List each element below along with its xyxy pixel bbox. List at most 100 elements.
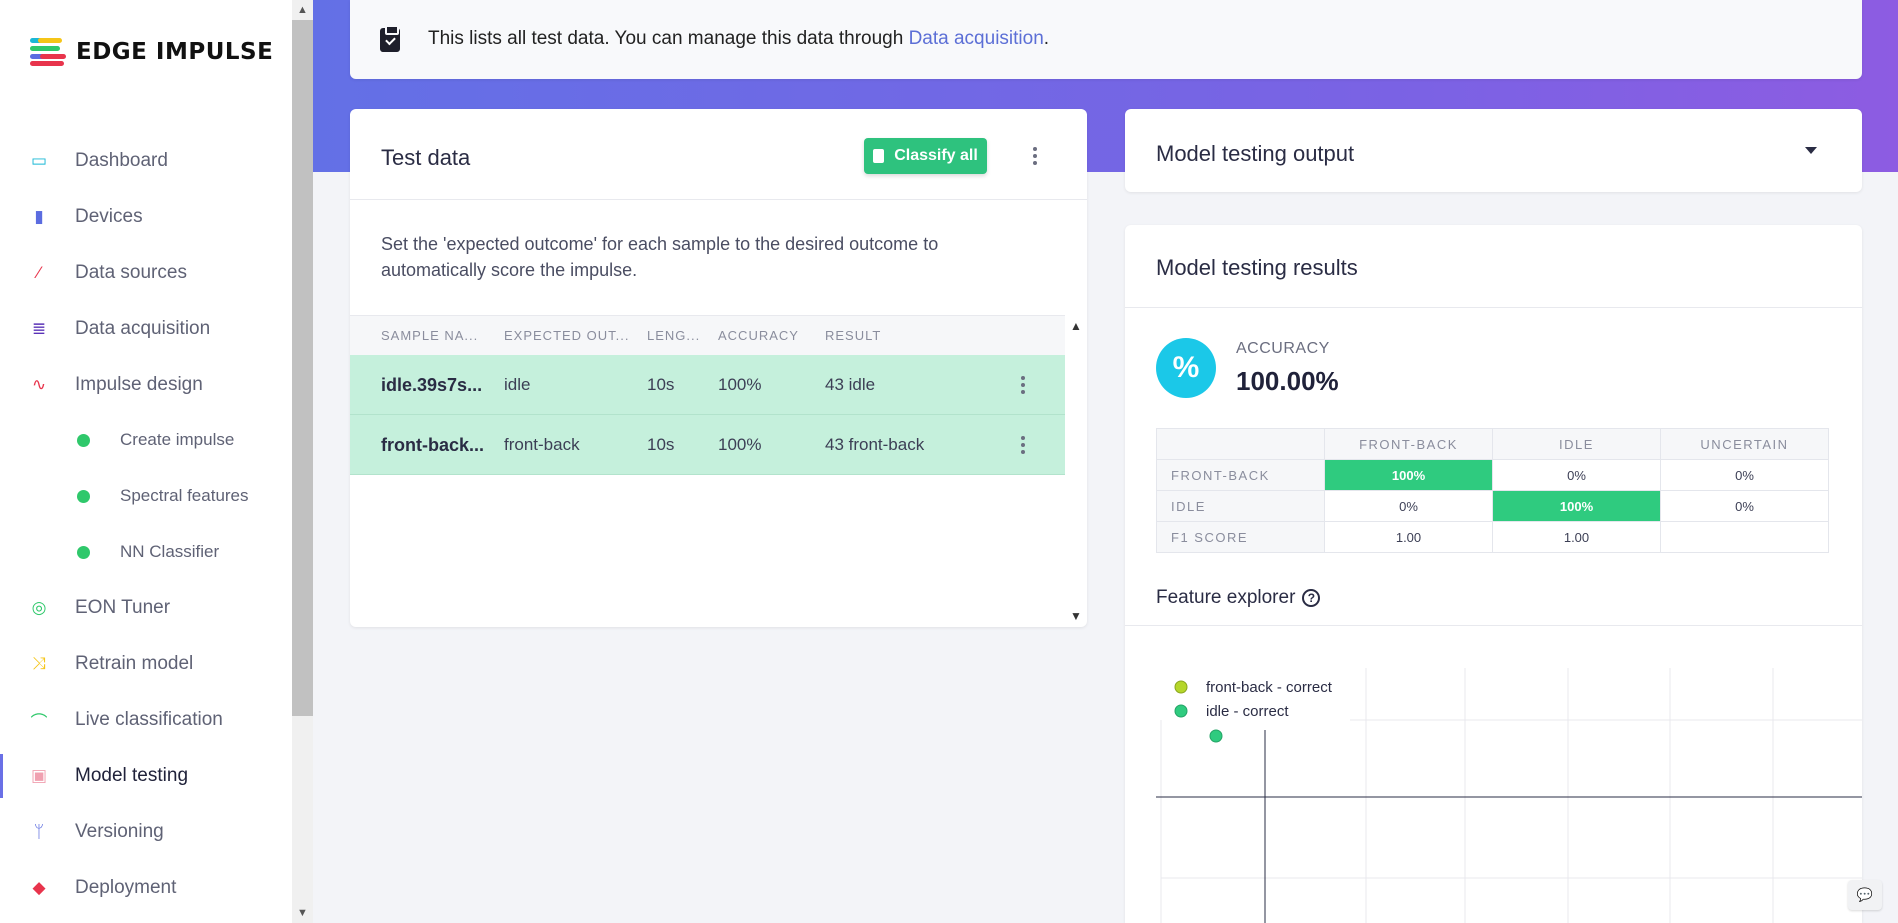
sidebar-item-live-classification[interactable]: ⌒ Live classification	[0, 698, 292, 742]
matrix-cell: 0%	[1324, 490, 1493, 522]
row-menu-icon[interactable]	[1015, 435, 1031, 455]
sidebar: EDGE IMPULSE ▭ Dashboard ▮ Devices ⁄ Data sou…	[0, 0, 292, 923]
banner-text: This lists all test data. You can manage…	[428, 28, 1049, 50]
sidebar-item-deployment[interactable]: ◆ Deployment	[0, 866, 292, 910]
sidebar-item-label: Devices	[75, 206, 143, 227]
matrix-cell: 100%	[1492, 490, 1661, 522]
matrix-corner	[1156, 428, 1325, 460]
sidebar-item-versioning[interactable]: ᛘ Versioning	[0, 810, 292, 854]
model-testing-output-panel[interactable]: Model testing output	[1125, 109, 1862, 192]
column-header-result[interactable]: RESULT	[825, 328, 882, 343]
feature-explorer-plot[interactable]: front-back - correct idle - correct	[1125, 640, 1862, 923]
matrix-cell: 1.00	[1492, 521, 1661, 553]
legend-label-front-back: front-back - correct	[1206, 679, 1333, 696]
confusion-matrix: FRONT-BACK IDLE UNCERTAIN FRONT-BACK 100…	[1156, 428, 1829, 553]
sidebar-item-label: Spectral features	[120, 486, 249, 505]
sidebar-item-label: Retrain model	[75, 653, 194, 674]
info-banner: This lists all test data. You can manage…	[350, 0, 1862, 79]
sidebar-item-label: Dashboard	[75, 150, 168, 171]
classify-all-button[interactable]: Classify all	[864, 138, 987, 174]
table-scrollbar[interactable]: ▲ ▼	[1066, 315, 1087, 627]
sidebar-item-create-impulse[interactable]: Create impulse	[0, 418, 292, 462]
results-title: Model testing results	[1156, 255, 1358, 280]
clipboard-icon	[873, 149, 885, 163]
sidebar-item-nn-classifier[interactable]: NN Classifier	[0, 530, 292, 574]
scroll-down-icon[interactable]: ▼	[297, 907, 308, 919]
banner-text-body: This lists all test data. You can manage…	[428, 28, 909, 49]
sidebar-item-label: Create impulse	[120, 430, 235, 449]
sidebar-item-devices[interactable]: ▮ Devices	[0, 195, 292, 239]
help-icon[interactable]: ?	[1302, 589, 1321, 607]
sidebar-item-spectral-features[interactable]: Spectral features	[0, 474, 292, 518]
test-data-card: Test data Classify all Set the 'expected…	[350, 109, 1087, 627]
sidebar-scrollbar-thumb[interactable]	[292, 20, 313, 716]
column-header-expected[interactable]: EXPECTED OUT...	[504, 328, 630, 343]
status-dot-icon	[77, 433, 90, 447]
matrix-col-header: FRONT-BACK	[1324, 428, 1493, 460]
database-icon: ≣	[31, 319, 47, 338]
row-menu-icon[interactable]	[1015, 375, 1031, 395]
output-title: Model testing output	[1156, 141, 1355, 166]
sample-accuracy: 100%	[718, 375, 762, 394]
column-header-sample[interactable]: SAMPLE NA...	[381, 328, 479, 343]
sidebar-item-label: Data acquisition	[75, 318, 211, 339]
sample-length: 10s	[647, 375, 675, 394]
clipboard-check-icon	[380, 25, 400, 52]
pulse-icon: ∿	[31, 375, 47, 394]
sidebar-item-model-testing[interactable]: ▣ Model testing	[0, 754, 292, 798]
sidebar-item-retrain-model[interactable]: ⤨ Retrain model	[0, 642, 292, 686]
compass-icon: ◎	[31, 598, 47, 617]
sidebar-item-label: Impulse design	[75, 374, 203, 395]
matrix-cell: 100%	[1324, 459, 1493, 491]
sidebar-item-eon-tuner[interactable]: ◎ EON Tuner	[0, 586, 292, 630]
sample-result: 43 front-back	[825, 435, 925, 454]
feature-explorer-label: Feature explorer	[1156, 587, 1296, 608]
model-testing-results-card: Model testing results % ACCURACY 100.00%…	[1125, 225, 1862, 923]
sidebar-item-label: Deployment	[75, 877, 177, 898]
feature-explorer-title: Feature explorer ?	[1156, 587, 1321, 609]
scroll-up-icon[interactable]: ▲	[297, 4, 308, 16]
sample-name[interactable]: front-back...	[381, 435, 485, 455]
matrix-row-header: FRONT-BACK	[1156, 459, 1325, 491]
sidebar-item-data-sources[interactable]: ⁄ Data sources	[0, 251, 292, 295]
magic-wand-icon: ⁄	[37, 263, 41, 282]
percent-icon: %	[1156, 338, 1216, 398]
table-row[interactable]: idle.39s7s... idle 10s 100% 43 idle	[350, 355, 1065, 415]
scroll-up-icon[interactable]: ▲	[1070, 319, 1082, 333]
sidebar-item-impulse-design[interactable]: ∿ Impulse design	[0, 363, 292, 407]
edge-impulse-logo[interactable]: EDGE IMPULSE	[30, 38, 273, 66]
matrix-cell	[1660, 521, 1829, 553]
sidebar-item-dashboard[interactable]: ▭ Dashboard	[0, 139, 292, 183]
sample-name[interactable]: idle.39s7s...	[381, 375, 483, 395]
column-header-length[interactable]: LENG...	[647, 328, 701, 343]
accuracy-value: 100.00%	[1236, 366, 1339, 396]
matrix-cell: 0%	[1660, 459, 1829, 491]
classify-all-label: Classify all	[894, 147, 978, 164]
test-data-menu-icon[interactable]	[1027, 146, 1043, 166]
monitor-icon: ▭	[30, 151, 48, 170]
status-dot-icon	[77, 489, 90, 503]
chat-icon[interactable]: 💬	[1848, 880, 1882, 910]
data-point[interactable]	[1209, 729, 1223, 743]
table-row[interactable]: front-back... front-back 10s 100% 43 fro…	[350, 415, 1065, 475]
divider	[1125, 625, 1862, 626]
sample-length: 10s	[647, 435, 675, 454]
sidebar-item-label: EON Tuner	[75, 597, 171, 618]
caret-down-icon[interactable]	[1805, 147, 1817, 154]
logo-text: EDGE IMPULSE	[76, 39, 274, 65]
column-header-accuracy[interactable]: ACCURACY	[718, 328, 799, 343]
chip-icon: ▮	[34, 207, 44, 226]
scroll-down-icon[interactable]: ▼	[1070, 609, 1082, 623]
broadcast-icon: ⌒	[30, 712, 48, 732]
data-acquisition-link[interactable]: Data acquisition	[908, 28, 1044, 49]
sidebar-item-data-acquisition[interactable]: ≣ Data acquisition	[0, 307, 292, 351]
sample-result: 43 idle	[825, 375, 876, 394]
sidebar-item-label: Model testing	[75, 765, 189, 786]
matrix-cell: 0%	[1660, 490, 1829, 522]
test-data-title: Test data	[381, 145, 471, 170]
banner-text-suffix: .	[1043, 28, 1050, 49]
sample-accuracy: 100%	[718, 435, 762, 454]
matrix-col-header: UNCERTAIN	[1660, 428, 1829, 460]
accuracy-label: ACCURACY	[1236, 340, 1330, 357]
logo-mark-icon	[30, 38, 68, 66]
